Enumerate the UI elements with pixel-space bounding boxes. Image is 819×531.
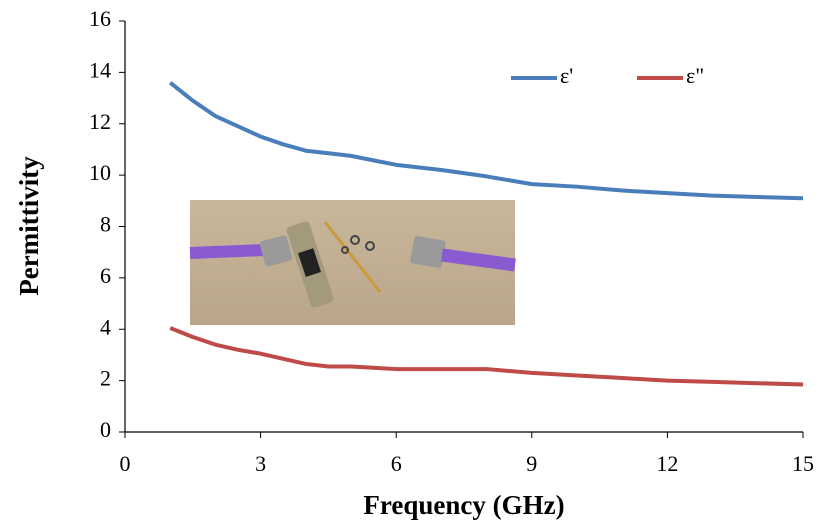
data-line: [169, 326, 804, 387]
x-tick-label: 12: [656, 451, 678, 476]
x-tick-label: 9: [526, 451, 537, 476]
x-tick-label: 0: [120, 451, 131, 476]
x-axis-title: Frequency (GHz): [363, 490, 564, 520]
legend-label: ε": [686, 63, 704, 88]
y-tick-label: 8: [100, 212, 111, 237]
y-tick-label: 4: [100, 314, 111, 339]
y-tick-label: 0: [100, 417, 111, 442]
y-tick-label: 2: [100, 366, 111, 391]
x-tick-label: 15: [792, 451, 814, 476]
x-tick-label: 3: [255, 451, 266, 476]
y-tick-label: 14: [89, 57, 111, 82]
legend-label: ε': [560, 63, 573, 88]
y-tick-label: 16: [89, 6, 111, 31]
y-tick-label: 12: [89, 109, 111, 134]
y-tick-label: 6: [100, 263, 111, 288]
inset-photo: [189, 200, 516, 325]
x-tick-label: 6: [391, 451, 402, 476]
y-axis-title: Permittivity: [14, 156, 44, 296]
y-tick-label: 10: [89, 160, 111, 185]
data-line: [168, 81, 804, 201]
